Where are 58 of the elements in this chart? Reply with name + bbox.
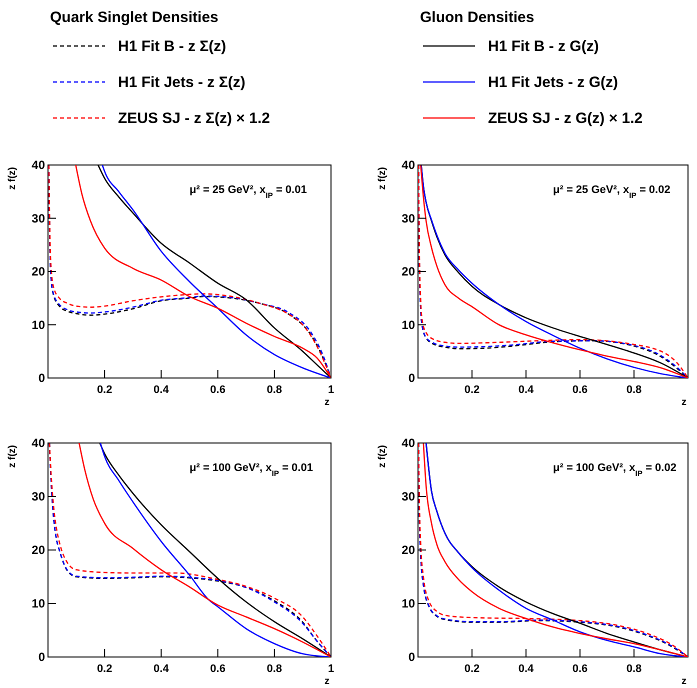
legend-title: Quark Singlet Densities xyxy=(50,9,218,26)
y-axis-title: z f(z) xyxy=(377,445,388,468)
y-tick-label: 20 xyxy=(32,543,46,557)
y-tick-label: 20 xyxy=(402,543,416,557)
y-tick-label: 30 xyxy=(32,490,46,504)
y-tick-label: 20 xyxy=(32,264,46,278)
x-tick-label: 0.8 xyxy=(266,384,282,396)
legend-label: H1 Fit Jets - z Σ(z) xyxy=(118,74,246,91)
y-tick-label: 0 xyxy=(408,650,416,664)
x-tick-label: 0.4 xyxy=(518,384,535,396)
x-tick-label: 0.6 xyxy=(210,384,226,396)
y-tick-label: 10 xyxy=(32,318,46,332)
x-tick-label: 0.4 xyxy=(154,384,170,396)
y-axis-title: z f(z) xyxy=(7,445,18,468)
y-tick-label: 10 xyxy=(32,596,46,610)
y-tick-label: 10 xyxy=(402,318,416,332)
x-tick-label: 0.8 xyxy=(266,663,282,675)
y-axis-title: z f(z) xyxy=(7,167,18,190)
legend-label: H1 Fit B - z G(z) xyxy=(488,38,599,55)
legend-title: Gluon Densities xyxy=(420,9,534,26)
y-tick-label: 40 xyxy=(32,158,46,172)
y-tick-label: 40 xyxy=(402,436,416,450)
legend-label: H1 Fit Jets - z G(z) xyxy=(488,74,618,91)
y-tick-label: 30 xyxy=(402,490,416,504)
y-tick-label: 20 xyxy=(402,264,416,278)
x-tick-label: 1 xyxy=(328,663,334,675)
legend-label: ZEUS SJ - z G(z) × 1.2 xyxy=(488,110,643,127)
x-tick-label: 0.6 xyxy=(210,663,226,675)
x-tick-label: 0.6 xyxy=(572,663,588,675)
y-tick-label: 0 xyxy=(38,650,46,664)
annotation: μ² = 25 GeV², x$_{IP}$ = 0.01 xyxy=(190,184,307,200)
x-axis-title: z xyxy=(682,397,686,408)
annotation: μ² = 25 GeV², x$_{IP}$ = 0.02 xyxy=(553,184,670,200)
y-tick-label: 40 xyxy=(402,158,416,172)
y-tick-label: 40 xyxy=(32,436,46,450)
x-tick-label: 0.2 xyxy=(464,384,480,396)
x-tick-label: 0.2 xyxy=(96,663,112,675)
y-tick-label: 30 xyxy=(402,211,416,226)
legend-label: H1 Fit B - z Σ(z) xyxy=(118,38,226,55)
y-axis-title: z f(z) xyxy=(377,167,388,190)
x-axis-title: z xyxy=(324,676,330,687)
annotation: μ² = 100 GeV², x$_{IP}$ = 0.01 xyxy=(190,462,313,478)
legend-label: ZEUS SJ - z Σ(z) × 1.2 xyxy=(118,110,270,127)
x-tick-label: 1 xyxy=(328,384,334,396)
y-tick-label: 30 xyxy=(32,211,46,226)
y-tick-label: 10 xyxy=(402,596,416,610)
x-tick-label: 0.4 xyxy=(154,663,170,675)
x-tick-label: 0.6 xyxy=(572,384,588,396)
y-tick-label: 0 xyxy=(408,371,416,385)
x-tick-label: 0.8 xyxy=(626,663,642,675)
x-tick-label: 0.4 xyxy=(518,663,535,675)
x-tick-label: 0.2 xyxy=(464,663,480,675)
y-tick-label: 0 xyxy=(38,371,46,385)
x-tick-label: 0.2 xyxy=(96,384,112,396)
annotation: μ² = 100 GeV², x$_{IP}$ = 0.02 xyxy=(553,462,676,478)
x-tick-label: 0.8 xyxy=(626,384,642,396)
x-axis-title: z xyxy=(324,397,330,408)
x-axis-title: z xyxy=(682,676,686,687)
